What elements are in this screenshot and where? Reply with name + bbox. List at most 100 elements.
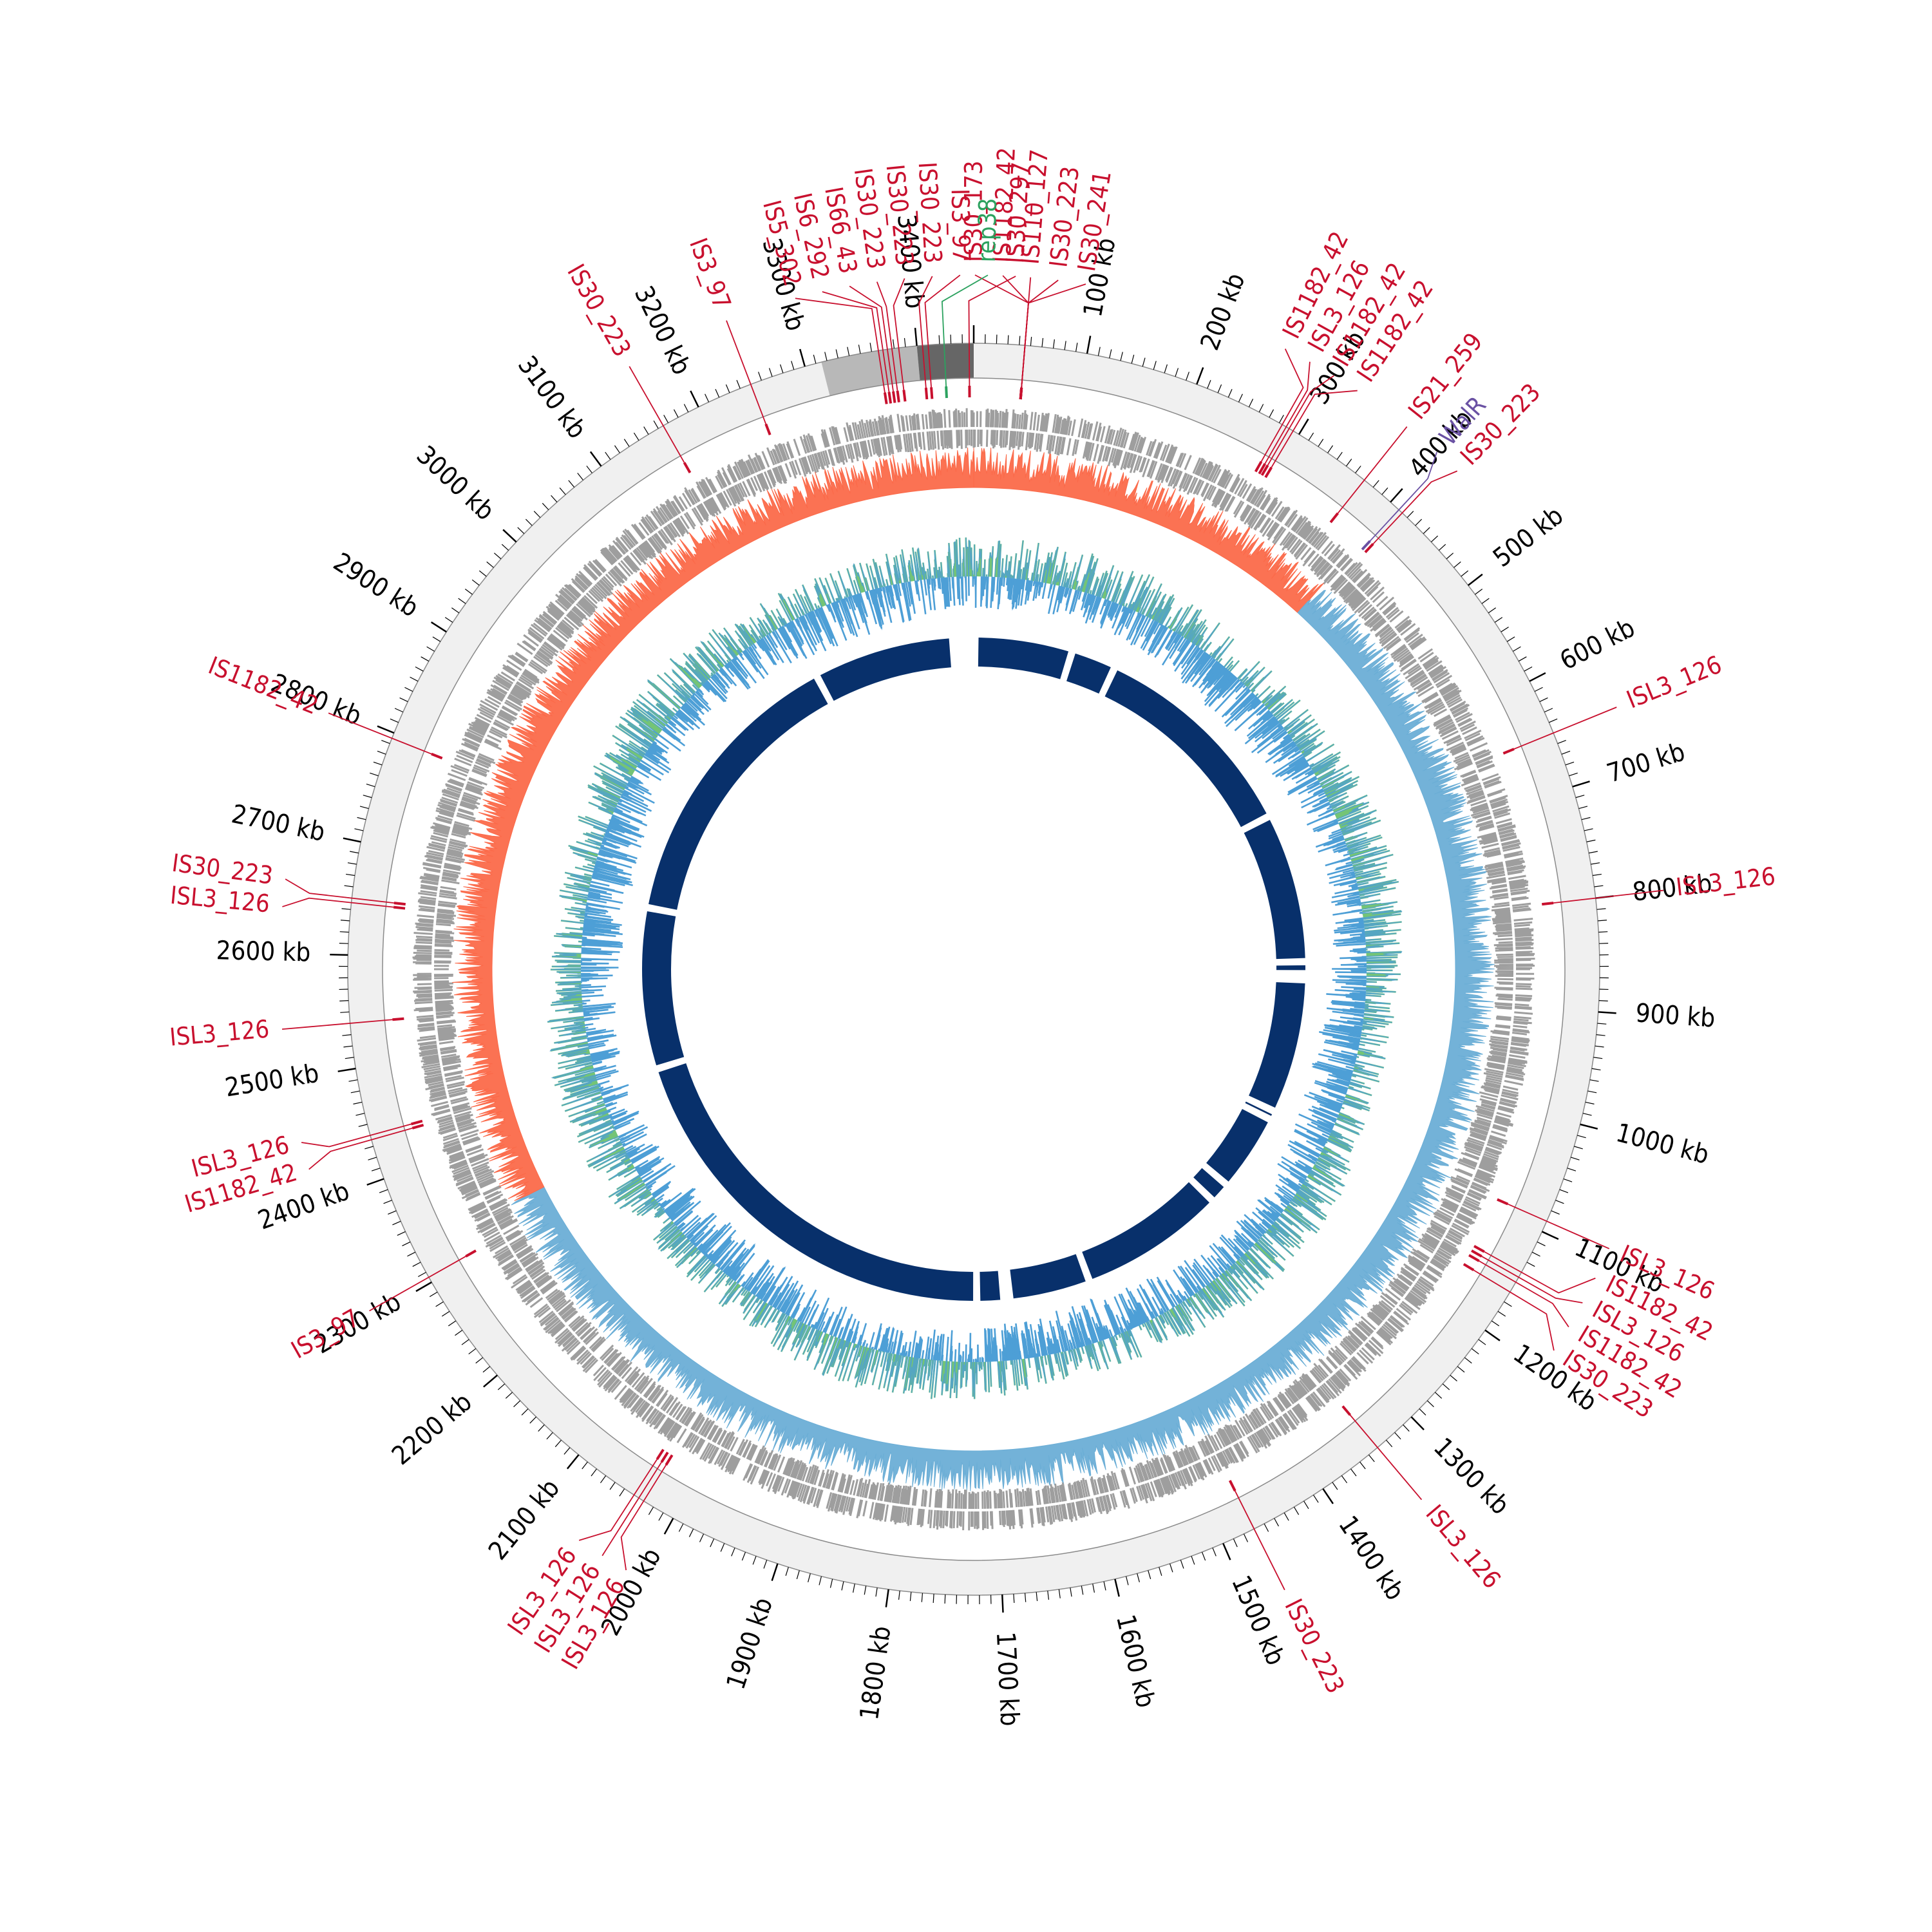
minor-tick [371, 1168, 381, 1171]
minor-tick [1131, 354, 1135, 364]
minor-tick [1434, 1392, 1443, 1399]
annotation-leader [1479, 1260, 1569, 1327]
minor-tick [538, 1424, 545, 1432]
major-tick [566, 1454, 580, 1470]
tick-label: 600 kb [1555, 613, 1640, 676]
annotation-leader [1372, 470, 1458, 545]
tick-label: 700 kb [1604, 737, 1689, 789]
major-tick [343, 837, 361, 843]
minor-tick [412, 1262, 421, 1267]
backbone-outline-inner [382, 377, 1566, 1561]
minor-tick [1589, 1079, 1599, 1082]
minor-tick [355, 1113, 365, 1116]
minor-tick [663, 415, 669, 423]
minor-tick [1142, 357, 1146, 367]
is-mark [1264, 466, 1273, 478]
minor-tick [458, 598, 466, 604]
is-mark [683, 462, 692, 473]
minor-tick [791, 361, 795, 370]
annotation-leader [1260, 348, 1304, 462]
minor-tick [441, 1311, 450, 1317]
minor-tick [841, 1581, 844, 1591]
minor-tick [1475, 589, 1483, 595]
minor-tick [1481, 598, 1490, 604]
major-tick [690, 390, 699, 408]
is-mark [465, 1249, 477, 1258]
minor-tick [904, 337, 906, 347]
major-tick [914, 328, 918, 346]
annotation-leader [308, 1127, 413, 1170]
minor-tick [893, 339, 895, 348]
annotation-label: IS30_173 [959, 160, 987, 262]
major-tick [799, 348, 806, 367]
minor-tick [614, 445, 620, 453]
gc-skew-track [452, 447, 1495, 1492]
minor-tick [1587, 1090, 1597, 1094]
minor-tick [1549, 718, 1558, 723]
annotation-leader [1337, 426, 1408, 514]
is-mark [393, 902, 406, 906]
minor-tick [1212, 1548, 1217, 1557]
is-mark [1254, 460, 1263, 473]
tick-label: 500 kb [1488, 501, 1569, 573]
minor-tick [1092, 1584, 1095, 1593]
minor-tick [559, 488, 566, 495]
minor-tick [1406, 511, 1414, 518]
minor-tick [1592, 873, 1602, 876]
minor-tick [847, 346, 850, 356]
is-mark [892, 391, 896, 403]
minor-tick [1567, 1168, 1577, 1171]
minor-tick [394, 708, 404, 713]
sequence-block [1206, 1108, 1268, 1182]
minor-tick [429, 1291, 438, 1297]
minor-tick [1586, 839, 1596, 842]
minor-tick [1531, 1251, 1540, 1257]
minor-tick [1007, 335, 1009, 345]
annotation-leader [795, 298, 886, 393]
annotation-leader [1553, 889, 1664, 904]
major-tick [1390, 488, 1403, 503]
minor-tick [1593, 1057, 1603, 1059]
minor-tick [1148, 1570, 1151, 1580]
minor-tick [1381, 488, 1388, 495]
tick-label: 1800 kb [855, 1624, 897, 1722]
minor-tick [1264, 1523, 1269, 1532]
is-mark [1361, 540, 1371, 551]
genes-forward-strand [412, 408, 1535, 1531]
minor-tick [1355, 466, 1361, 473]
tick-label: 1000 kb [1613, 1118, 1712, 1170]
is-mark [1473, 1245, 1485, 1253]
minor-tick [1164, 364, 1168, 374]
minor-tick [482, 1366, 491, 1373]
minor-tick [996, 334, 998, 344]
minor-tick [1258, 404, 1264, 413]
minor-tick [808, 1573, 811, 1582]
minor-tick [1036, 1592, 1038, 1602]
major-tick [1222, 1543, 1231, 1560]
tick-label: 1900 kb [721, 1594, 779, 1693]
minor-tick [653, 421, 659, 429]
is-marks-track [392, 386, 1554, 1492]
minor-tick [343, 1045, 353, 1048]
is-mark [1228, 1480, 1236, 1492]
annotation-leader [620, 1464, 667, 1571]
sequence-block [1244, 820, 1305, 960]
minor-tick [568, 480, 575, 488]
minor-tick [609, 1482, 616, 1490]
minor-tick [1303, 1501, 1309, 1510]
minor-tick [339, 931, 349, 933]
minor-tick [529, 1416, 536, 1424]
minor-tick [358, 1124, 368, 1127]
minor-tick [1233, 1539, 1238, 1548]
minor-tick [1283, 1512, 1289, 1521]
minor-tick [421, 656, 430, 662]
is-mark [930, 387, 934, 399]
genes-reverse-strand [433, 429, 1514, 1510]
sequence-block [978, 638, 1069, 679]
is-mark [902, 390, 907, 402]
minor-tick [785, 1567, 789, 1576]
is-mark [410, 1119, 423, 1126]
minor-tick [1446, 553, 1454, 560]
tick-label: 200 kb [1195, 269, 1251, 354]
is-mark [431, 752, 443, 760]
